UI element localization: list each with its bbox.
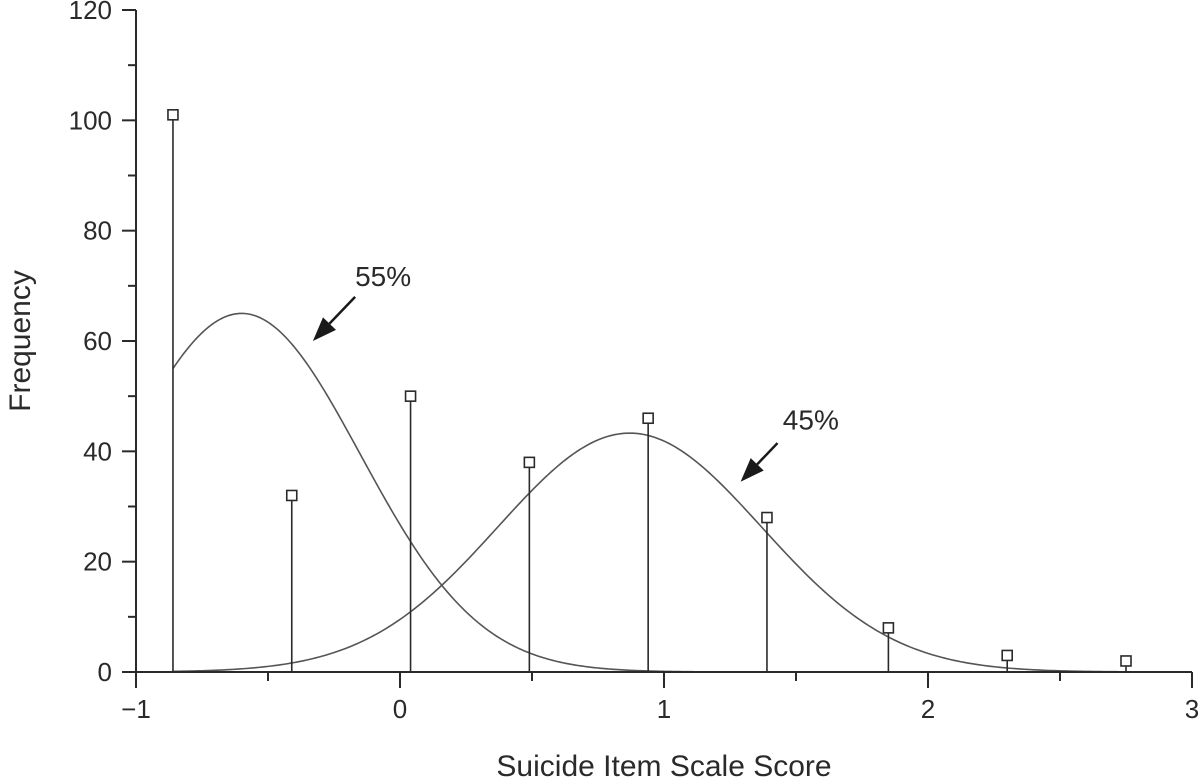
component-curve-2: [172, 432, 1127, 673]
annotations: 55% 45%: [312, 261, 839, 482]
annotation-arrow-shaft: [328, 296, 357, 325]
x-axis-label: Suicide Item Scale Score: [496, 750, 831, 782]
stem-marker: [523, 456, 536, 469]
x-tick-label: 3: [1185, 694, 1199, 724]
y-axis-label: Frequency: [4, 270, 37, 412]
y-tick-label: 120: [69, 0, 112, 25]
stem-marker: [167, 109, 179, 121]
x-tick-label: 1: [657, 694, 671, 724]
annotation-label: 55%: [355, 261, 411, 292]
x-tick-label: −1: [121, 694, 151, 724]
y-tick-label: 80: [83, 216, 112, 246]
mixture-curves: [172, 312, 1127, 673]
stem-marker: [642, 412, 654, 425]
ticks: −1 0 1 2 3 0 20 40 60 80 100 120: [69, 0, 1200, 724]
stem-series: [167, 109, 1132, 672]
axes: [135, 10, 1192, 673]
y-tick-label: 40: [83, 436, 112, 466]
stem-marker: [1001, 649, 1014, 662]
stem-marker: [285, 489, 298, 502]
annotation-label: 45%: [783, 404, 839, 435]
y-tick-label: 60: [83, 326, 112, 356]
y-tick-label: 100: [69, 105, 112, 135]
stem-marker: [761, 511, 773, 524]
annotation-arrow-head: [312, 317, 336, 341]
component-curve-1: [172, 312, 796, 673]
x-tick-label: 0: [393, 694, 407, 724]
annotation-arrow-shaft: [756, 442, 779, 466]
stem-marker: [404, 390, 417, 402]
stem-marker: [1120, 655, 1132, 667]
y-tick-label: 20: [83, 547, 112, 577]
x-tick-label: 2: [921, 694, 935, 724]
annotation-arrow-head: [740, 458, 764, 482]
y-tick-label: 0: [98, 657, 112, 687]
stem-marker: [882, 622, 895, 634]
